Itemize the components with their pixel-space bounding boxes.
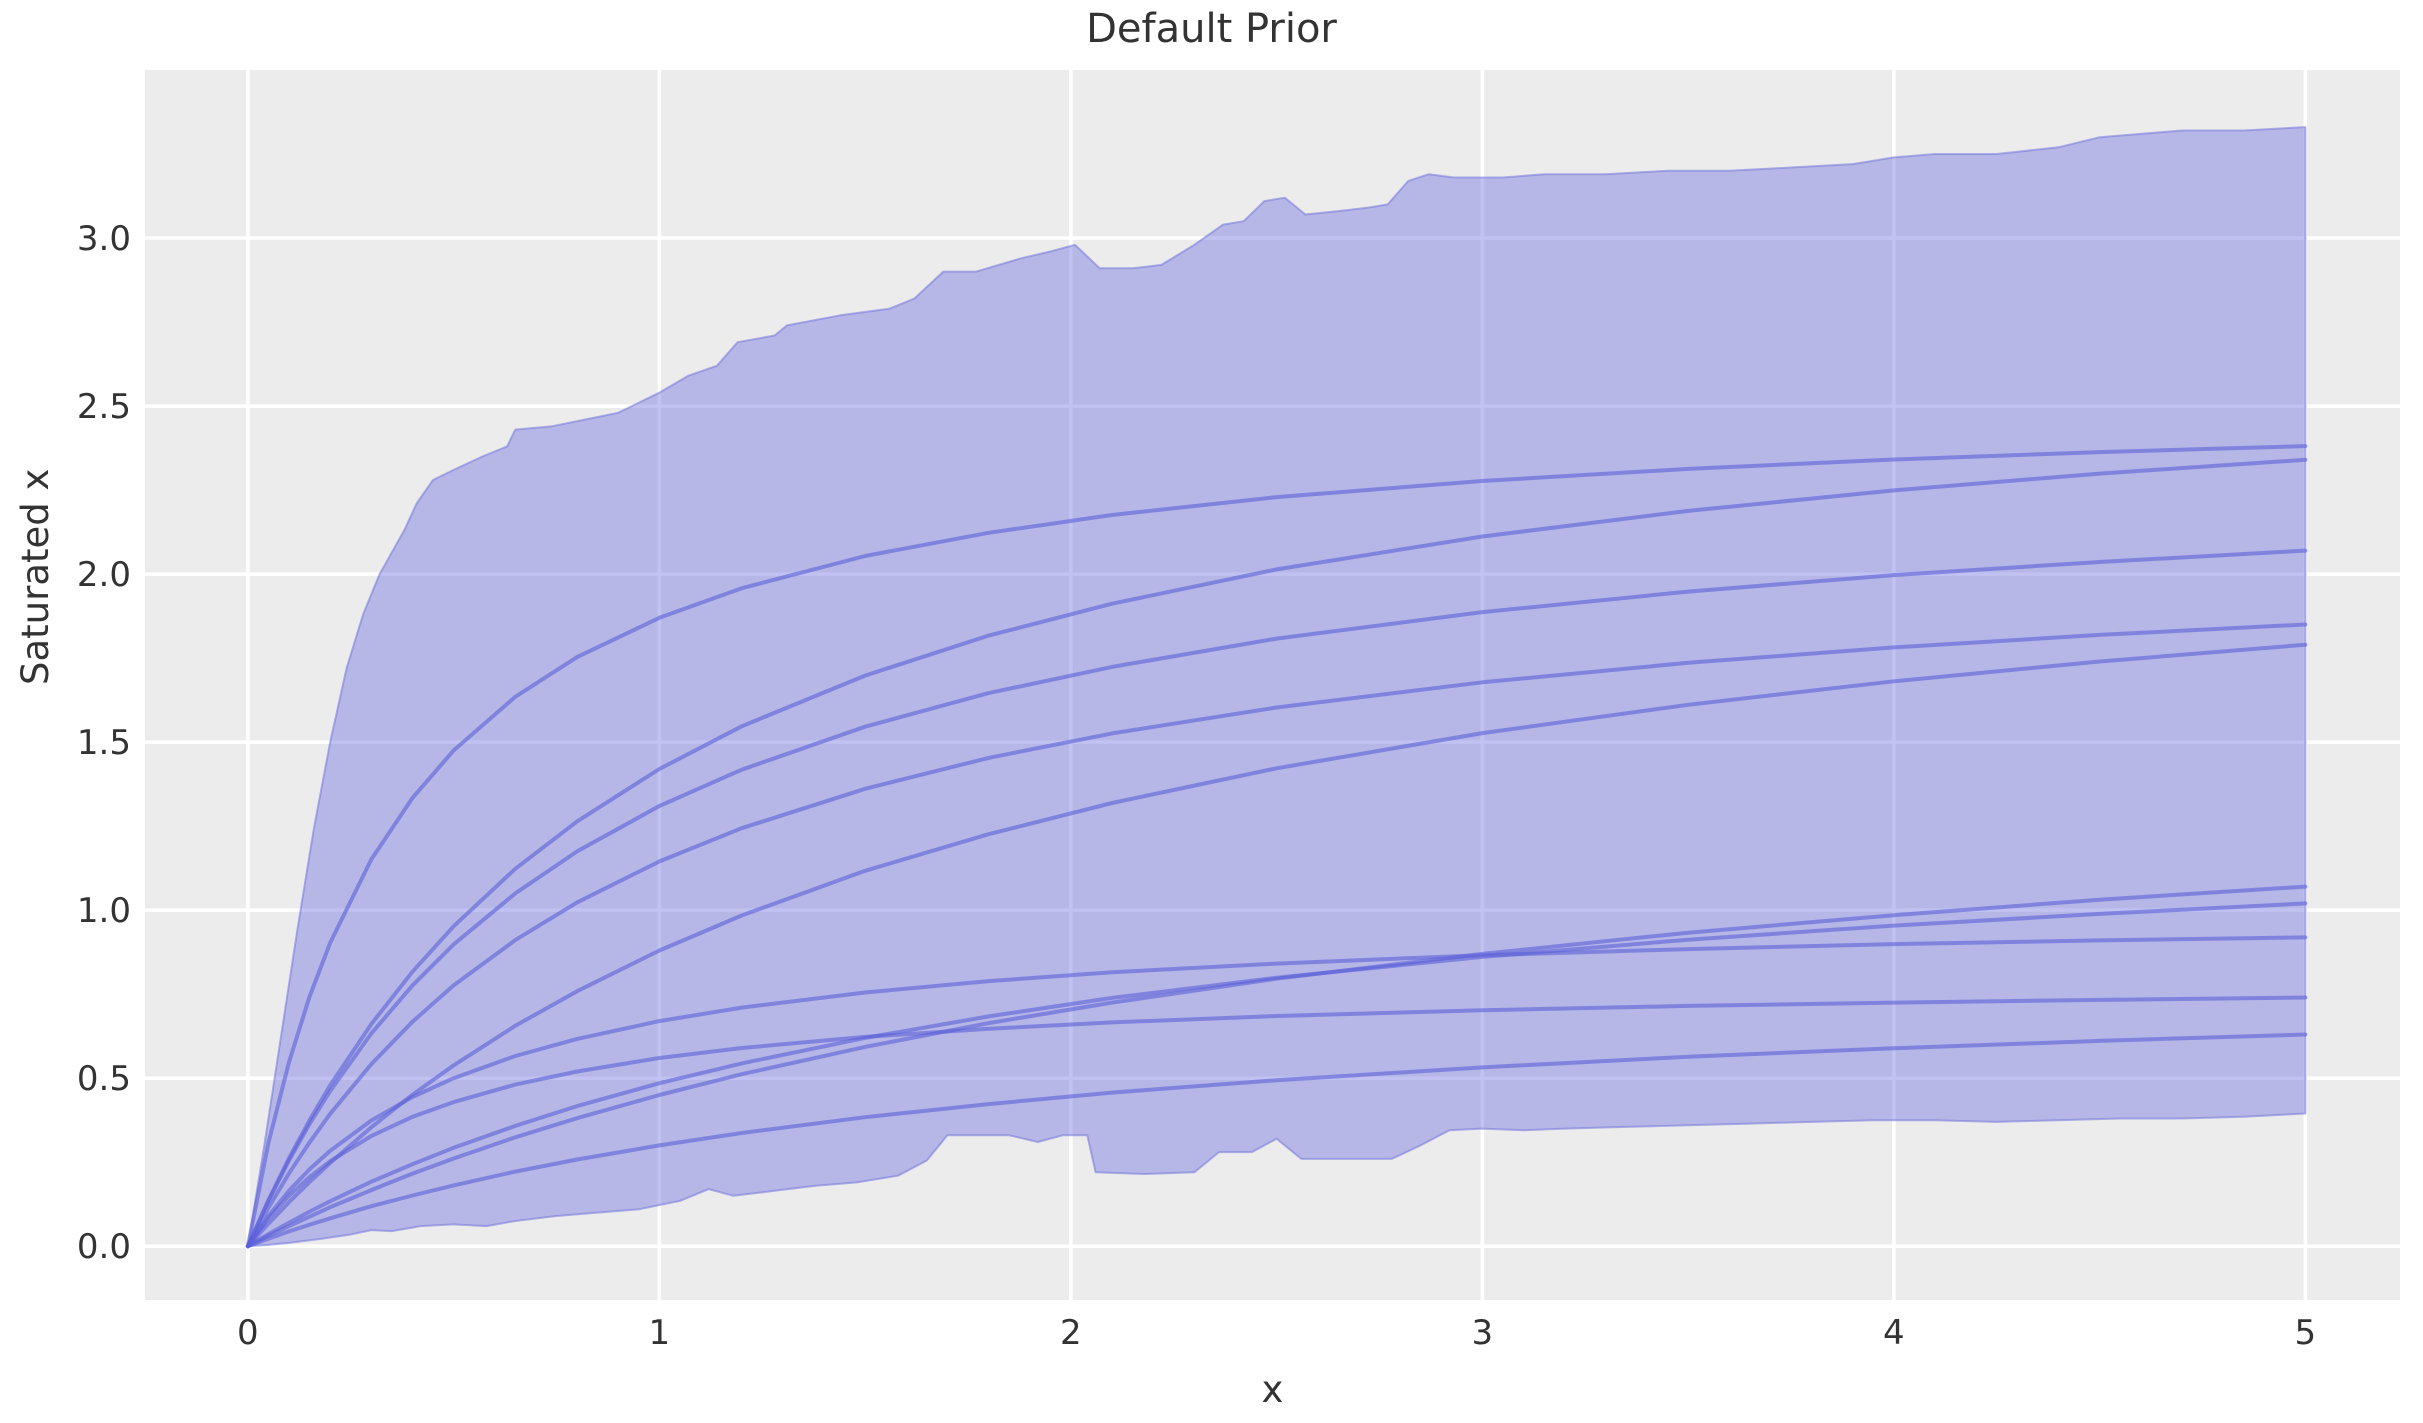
prior-sample-10 — [245, 1032, 2308, 1249]
prior-sample-9 — [245, 995, 2308, 1249]
x-tick-label-0: 0 — [237, 1313, 259, 1353]
y-tick-label-3.0: 3.0 — [77, 219, 131, 259]
prior-sample-4 — [245, 622, 2308, 1249]
prior-sample-2 — [245, 457, 2308, 1249]
prior-sample-7 — [245, 901, 2308, 1249]
prior-sample-5 — [245, 642, 2308, 1249]
prior-sample-8 — [245, 935, 2308, 1249]
y-tick-label-1.0: 1.0 — [77, 891, 131, 931]
y-tick-label-1.5: 1.5 — [77, 723, 131, 763]
y-tick-label-2.0: 2.0 — [77, 555, 131, 595]
x-tick-label-3: 3 — [1472, 1313, 1494, 1353]
y-tick-label-2.5: 2.5 — [77, 387, 131, 427]
x-tick-label-1: 1 — [649, 1313, 671, 1353]
y-tick-label-0.0: 0.0 — [77, 1227, 131, 1267]
x-tick-label-5: 5 — [2295, 1313, 2317, 1353]
x-tick-label-4: 4 — [1883, 1313, 1905, 1353]
plot-area — [145, 70, 2400, 1300]
prior-sample-6 — [245, 884, 2308, 1249]
prior-hdi-band — [246, 126, 2307, 1248]
prior-sample-3 — [245, 548, 2308, 1249]
x-axis-label: x — [1261, 1368, 1284, 1411]
y-tick-label-0.5: 0.5 — [77, 1059, 131, 1099]
chart-title: Default Prior — [1086, 6, 1337, 52]
x-tick-label-2: 2 — [1060, 1313, 1082, 1353]
prior-sample-1 — [245, 444, 2308, 1249]
